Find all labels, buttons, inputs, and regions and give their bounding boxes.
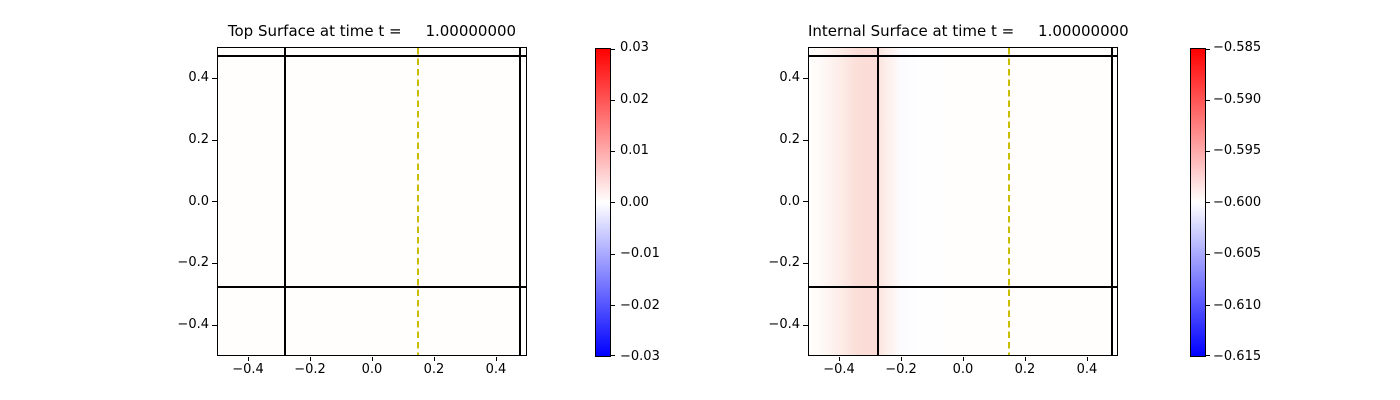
colorbar-tick-label: −0.01 <box>620 246 660 261</box>
x-axis-tick-label: 0.0 <box>361 362 383 377</box>
x-axis-tick-label: 0.4 <box>1076 362 1098 377</box>
colorbar-tick-label: −0.600 <box>1213 195 1262 210</box>
right-plot-title: Internal Surface at time t = 1.00000000 <box>808 22 1129 40</box>
x-tick-mark <box>963 356 965 361</box>
left-plot-axes <box>212 47 527 361</box>
colorbar-tick-label: −0.590 <box>1213 92 1262 107</box>
y-axis-tick-label: 0.0 <box>779 194 800 209</box>
colorbar-tick-mark <box>1205 49 1210 51</box>
left-contour-line-horizontal-top <box>218 55 526 57</box>
colorbar-tick-mark <box>1205 254 1210 256</box>
x-axis-tick-label: 0.2 <box>1014 362 1036 377</box>
colorbar-tick-mark <box>610 355 615 357</box>
colorbar-tick-mark <box>1205 100 1210 102</box>
y-tick-mark <box>803 325 808 327</box>
x-axis-tick-label: 0.4 <box>485 362 507 377</box>
colorbar-tick-mark <box>610 100 615 102</box>
y-axis-tick-label: −0.4 <box>768 317 800 332</box>
x-tick-mark <box>248 356 250 361</box>
x-tick-mark <box>310 356 312 361</box>
y-tick-mark <box>212 78 217 80</box>
colorbar-tick-mark <box>610 254 615 256</box>
x-tick-mark <box>1025 356 1027 361</box>
x-tick-mark <box>901 356 903 361</box>
y-tick-mark <box>212 263 217 265</box>
colorbar-tick-mark <box>610 202 615 204</box>
y-tick-mark <box>803 263 808 265</box>
x-tick-mark <box>839 356 841 361</box>
colorbar-tick-label: −0.02 <box>620 298 660 313</box>
y-axis-tick-label: −0.2 <box>177 255 209 270</box>
x-tick-mark <box>1087 356 1089 361</box>
right-yellow-dashed-line <box>1008 48 1010 355</box>
colorbar-tick-mark <box>1205 151 1210 153</box>
colorbar-tick-mark <box>610 305 615 307</box>
y-axis-tick-label: 0.4 <box>779 70 800 85</box>
colorbar-tick-mark <box>610 49 615 51</box>
colorbar-tick-label: −0.585 <box>1213 40 1262 55</box>
x-tick-mark <box>372 356 374 361</box>
y-axis-tick-label: 0.0 <box>188 194 209 209</box>
x-axis-tick-label: −0.4 <box>232 362 264 377</box>
x-axis-tick-label: 0.0 <box>952 362 974 377</box>
x-axis-tick-label: −0.2 <box>885 362 917 377</box>
x-tick-mark <box>434 356 436 361</box>
x-axis-tick-label: −0.4 <box>823 362 855 377</box>
y-axis-tick-label: −0.2 <box>768 255 800 270</box>
x-axis-tick-label: 0.2 <box>423 362 445 377</box>
colorbar-tick-mark <box>1205 305 1210 307</box>
right-plot-axes <box>803 47 1118 361</box>
right-contour-line-vertical-left <box>877 48 879 355</box>
y-tick-mark <box>212 325 217 327</box>
left-contour-line-vertical-right <box>519 48 521 355</box>
y-axis-tick-label: −0.4 <box>177 317 209 332</box>
left-contour-line-vertical-left <box>284 48 286 355</box>
left-colorbar <box>595 48 615 357</box>
left-plot-title: Top Surface at time t = 1.00000000 <box>227 22 517 40</box>
colorbar-tick-label: −0.615 <box>1213 349 1262 364</box>
y-axis-tick-label: 0.2 <box>188 132 209 147</box>
left-yellow-dashed-line <box>417 48 419 355</box>
x-axis-tick-label: −0.2 <box>294 362 326 377</box>
colorbar-tick-label: −0.595 <box>1213 143 1262 158</box>
colorbar-tick-mark <box>610 151 615 153</box>
y-axis-tick-label: 0.4 <box>188 70 209 85</box>
colorbar-tick-label: 0.02 <box>620 92 649 107</box>
colorbar-tick-label: 0.00 <box>620 195 649 210</box>
colorbar-tick-label: −0.605 <box>1213 246 1262 261</box>
right-contour-line-vertical-right <box>1111 48 1113 355</box>
y-tick-mark <box>803 78 808 80</box>
colorbar-tick-label: −0.03 <box>620 349 660 364</box>
colorbar-tick-mark <box>1205 355 1210 357</box>
y-tick-mark <box>212 201 217 203</box>
right-contour-line-horizontal-top <box>809 55 1117 57</box>
colorbar-tick-label: 0.01 <box>620 143 649 158</box>
y-tick-mark <box>803 201 808 203</box>
right-colorbar <box>1190 48 1210 357</box>
colorbar-tick-label: 0.03 <box>620 40 649 55</box>
y-tick-mark <box>212 140 217 142</box>
y-axis-tick-label: 0.2 <box>779 132 800 147</box>
colorbar-tick-label: −0.610 <box>1213 298 1262 313</box>
y-tick-mark <box>803 140 808 142</box>
x-tick-mark <box>496 356 498 361</box>
left-contour-line-horizontal-bottom <box>218 286 526 288</box>
colorbar-tick-mark <box>1205 202 1210 204</box>
right-contour-line-horizontal-bottom <box>809 286 1117 288</box>
